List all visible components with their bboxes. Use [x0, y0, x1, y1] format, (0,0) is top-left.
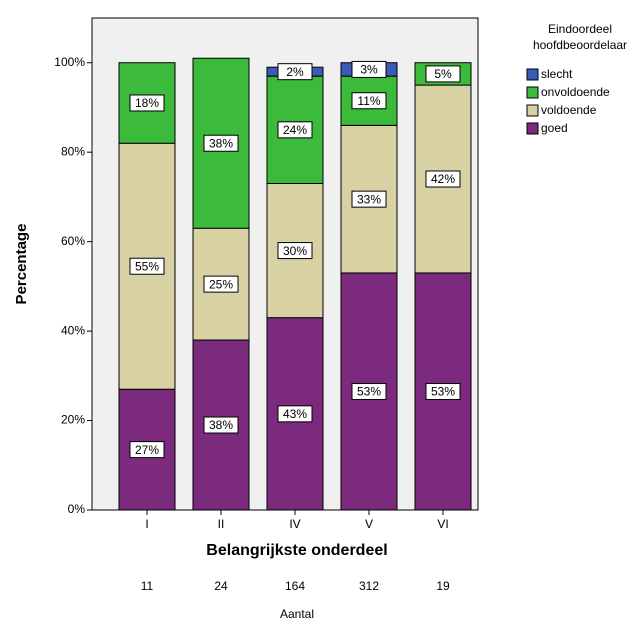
x-tick-label: II	[218, 517, 225, 531]
value-label: 18%	[135, 96, 159, 110]
value-label-box	[277, 121, 313, 139]
value-label-box	[277, 405, 313, 423]
value-label: 43%	[283, 407, 307, 421]
legend-label: voldoende	[541, 103, 597, 117]
value-label: 38%	[209, 418, 233, 432]
value-label: 33%	[357, 192, 381, 206]
value-label-box	[203, 416, 239, 434]
value-label: 30%	[283, 244, 307, 258]
y-tick-label: 0%	[68, 502, 86, 516]
value-label-box	[277, 63, 313, 81]
x-tick-label: V	[365, 517, 373, 531]
value-label-box	[203, 134, 239, 152]
value-label-box	[425, 65, 461, 83]
value-label-box	[351, 190, 387, 208]
value-label: 3%	[360, 63, 378, 77]
value-label-box	[129, 441, 165, 459]
y-tick-label: 80%	[61, 144, 85, 158]
value-label-box	[351, 60, 387, 78]
y-tick-label: 40%	[61, 323, 85, 337]
legend-label: slecht	[541, 67, 573, 81]
value-label-box	[203, 275, 239, 293]
legend-swatch	[526, 86, 539, 99]
legend-title: Eindoordeel	[548, 22, 612, 36]
counts-label: Aantal	[280, 607, 314, 621]
value-label-box	[425, 170, 461, 188]
value-label: 27%	[135, 443, 159, 457]
value-label-box	[129, 257, 165, 275]
value-label: 38%	[209, 136, 233, 150]
value-label: 2%	[286, 65, 304, 79]
legend-swatch	[526, 122, 539, 135]
legend-label: onvoldoende	[541, 85, 610, 99]
count: 164	[285, 579, 305, 593]
value-label-box	[351, 92, 387, 110]
value-label-box	[425, 382, 461, 400]
x-tick-label: I	[145, 517, 148, 531]
x-axis-title: Belangrijkste onderdeel	[206, 542, 387, 559]
value-label-box	[129, 94, 165, 112]
x-tick-label: IV	[289, 517, 300, 531]
x-tick-label: VI	[437, 517, 448, 531]
y-axis-title: Percentage	[13, 224, 30, 305]
legend-swatch	[526, 104, 539, 117]
legend-title: hoofdbeoordelaar	[533, 38, 627, 52]
count: 19	[436, 579, 450, 593]
y-tick-label: 100%	[54, 55, 85, 69]
y-tick-label: 60%	[61, 234, 85, 248]
legend-swatch	[526, 68, 539, 81]
value-label: 55%	[135, 259, 159, 273]
y-tick-label: 20%	[61, 413, 85, 427]
value-label: 42%	[431, 172, 455, 186]
count: 24	[214, 579, 228, 593]
value-label-box	[277, 242, 313, 260]
legend-label: goed	[541, 121, 568, 135]
value-label-box	[351, 382, 387, 400]
count: 11	[141, 579, 154, 593]
value-label: 11%	[357, 94, 380, 108]
count: 312	[359, 579, 379, 593]
value-label: 53%	[431, 385, 455, 399]
value-label: 53%	[357, 385, 381, 399]
value-label: 24%	[283, 123, 307, 137]
value-label: 5%	[434, 67, 452, 81]
value-label: 25%	[209, 277, 233, 291]
